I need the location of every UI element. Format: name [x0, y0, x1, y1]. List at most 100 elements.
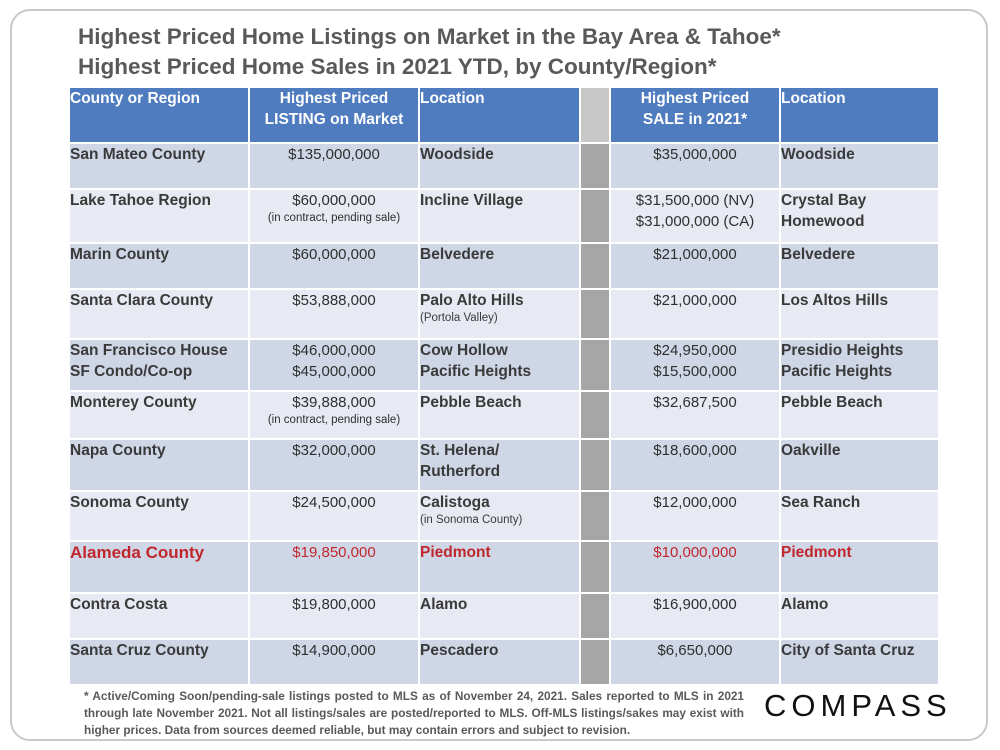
region-name: San Mateo County [70, 146, 206, 163]
table-row: San Francisco House SF Condo/Co-op $46,000… [68, 338, 940, 392]
listing-location-cell: Pescadero [418, 638, 581, 686]
sale-price-cell: $32,687,500 [609, 390, 781, 440]
listing-location-cell: Belvedere [418, 242, 581, 290]
sale-price: $15,500,000 [653, 363, 737, 380]
sale-price-cell: $10,000,000 [609, 540, 781, 594]
region-cell: San Francisco House SF Condo/Co-op [68, 338, 250, 392]
sale-price: $18,600,000 [653, 442, 737, 459]
table-row: Monterey County $39,888,000 (in contract, … [68, 390, 940, 440]
listing-price: $24,500,000 [292, 494, 376, 511]
sale-price-cell: $12,000,000 [609, 490, 781, 542]
sale-location: City of Santa Cruz [781, 642, 915, 659]
listing-location: Pescadero [420, 642, 499, 659]
listing-price-cell: $53,888,000 [248, 288, 420, 340]
sale-price-cell: $31,500,000 (NV) $31,000,000 (CA) [609, 188, 781, 244]
listing-location-cell: Incline Village [418, 188, 581, 244]
region-name: Monterey County [70, 394, 197, 411]
listing-location: Pacific Heights [420, 363, 532, 380]
sale-location-cell: Alamo [779, 592, 940, 640]
sale-location-cell: Piedmont [779, 540, 940, 594]
region-name: Napa County [70, 442, 166, 459]
price-table: County or Region Highest Priced LISTING … [68, 86, 940, 686]
column-spacer [579, 490, 611, 542]
region-cell: Lake Tahoe Region [68, 188, 250, 244]
region-cell: Sonoma County [68, 490, 250, 542]
sale-price-cell: $16,900,000 [609, 592, 781, 640]
header-spacer [579, 86, 611, 144]
listing-price: $39,888,000 [292, 394, 376, 411]
region-name: Santa Clara County [70, 292, 213, 309]
region-name: Sonoma County [70, 494, 189, 511]
column-spacer [579, 638, 611, 686]
listing-price-cell: $46,000,000 $45,000,000 [248, 338, 420, 392]
region-cell: Contra Costa [68, 592, 250, 640]
header-listing: Highest Priced LISTING on Market [248, 86, 420, 144]
listing-location: Woodside [420, 146, 494, 163]
sale-price-cell: $6,650,000 [609, 638, 781, 686]
table-row: Santa Clara County $53,888,000 Palo Alto H… [68, 288, 940, 340]
sale-location: Homewood [781, 213, 865, 230]
region-name: Contra Costa [70, 596, 168, 613]
region-cell: Alameda County [68, 540, 250, 594]
table-row: Santa Cruz County $14,900,000 Pescadero $6,… [68, 638, 940, 686]
listing-price: $45,000,000 [292, 363, 376, 380]
listing-location-cell: Alamo [418, 592, 581, 640]
listing-location-cell: Palo Alto Hills (Portola Valley) [418, 288, 581, 340]
table-row: Napa County $32,000,000 St. Helena/Rutherf… [68, 438, 940, 492]
listing-location-cell: St. Helena/Rutherford [418, 438, 581, 492]
sale-price-cell: $21,000,000 [609, 242, 781, 290]
header-region: County or Region [68, 86, 250, 144]
sale-location: Alamo [781, 596, 829, 613]
header-listing-line1: Highest Priced [279, 90, 389, 107]
sale-price-cell: $35,000,000 [609, 142, 781, 190]
sale-price: $10,000,000 [653, 544, 737, 561]
table-header-row: County or Region Highest Priced LISTING … [68, 86, 940, 144]
region-name: Marin County [70, 246, 170, 263]
region-cell: San Mateo County [68, 142, 250, 190]
table-row: Contra Costa $19,800,000 Alamo $16,900,000 A… [68, 592, 940, 640]
listing-location-cell: Woodside [418, 142, 581, 190]
sale-location-cell: Sea Ranch [779, 490, 940, 542]
listing-location-cell: Piedmont [418, 540, 581, 594]
region-cell: Santa Clara County [68, 288, 250, 340]
listing-price: $135,000,000 [288, 146, 380, 163]
listing-location: Palo Alto Hills [420, 292, 524, 309]
sale-location: Woodside [781, 146, 855, 163]
column-spacer [579, 438, 611, 492]
sale-location-cell: Woodside [779, 142, 940, 190]
footnote: * Active/Coming Soon/pending-sale listin… [84, 689, 744, 737]
listing-price: $14,900,000 [292, 642, 376, 659]
compass-logo: COMPASS [764, 688, 952, 723]
region-cell: Monterey County [68, 390, 250, 440]
listing-price-cell: $19,850,000 [248, 540, 420, 594]
sale-price: $21,000,000 [653, 292, 737, 309]
listing-note: (in contract, pending sale) [267, 212, 401, 224]
listing-location: Piedmont [420, 544, 491, 561]
sale-location: Presidio Heights [781, 342, 904, 359]
sale-location: Pebble Beach [781, 394, 883, 411]
sale-location: Oakville [781, 442, 841, 459]
listing-location: St. Helena/ [420, 442, 500, 459]
header-sale-location: Location [779, 86, 940, 144]
sale-location-cell: Los Altos Hills [779, 288, 940, 340]
header-listing-location: Location [418, 86, 581, 144]
listing-location-cell: Pebble Beach [418, 390, 581, 440]
sale-price: $35,000,000 [653, 146, 737, 163]
region-cell: Napa County [68, 438, 250, 492]
sale-location: Los Altos Hills [781, 292, 889, 309]
header-sale: Highest Priced SALE in 2021* [609, 86, 781, 144]
listing-location-note: (Portola Valley) [420, 312, 498, 324]
region-name: Alameda County [70, 543, 205, 562]
sale-location-cell: Oakville [779, 438, 940, 492]
listing-location: Alamo [420, 596, 468, 613]
sale-price: $16,900,000 [653, 596, 737, 613]
table-row: Lake Tahoe Region $60,000,000 (in contract… [68, 188, 940, 244]
listing-location: Incline Village [420, 192, 524, 209]
column-spacer [579, 592, 611, 640]
column-spacer [579, 242, 611, 290]
column-spacer [579, 142, 611, 190]
sale-location-cell: City of Santa Cruz [779, 638, 940, 686]
table-row: Marin County $60,000,000 Belvedere $21,000,… [68, 242, 940, 290]
listing-note: (in contract, pending sale) [267, 414, 401, 426]
listing-price: $32,000,000 [292, 442, 376, 459]
